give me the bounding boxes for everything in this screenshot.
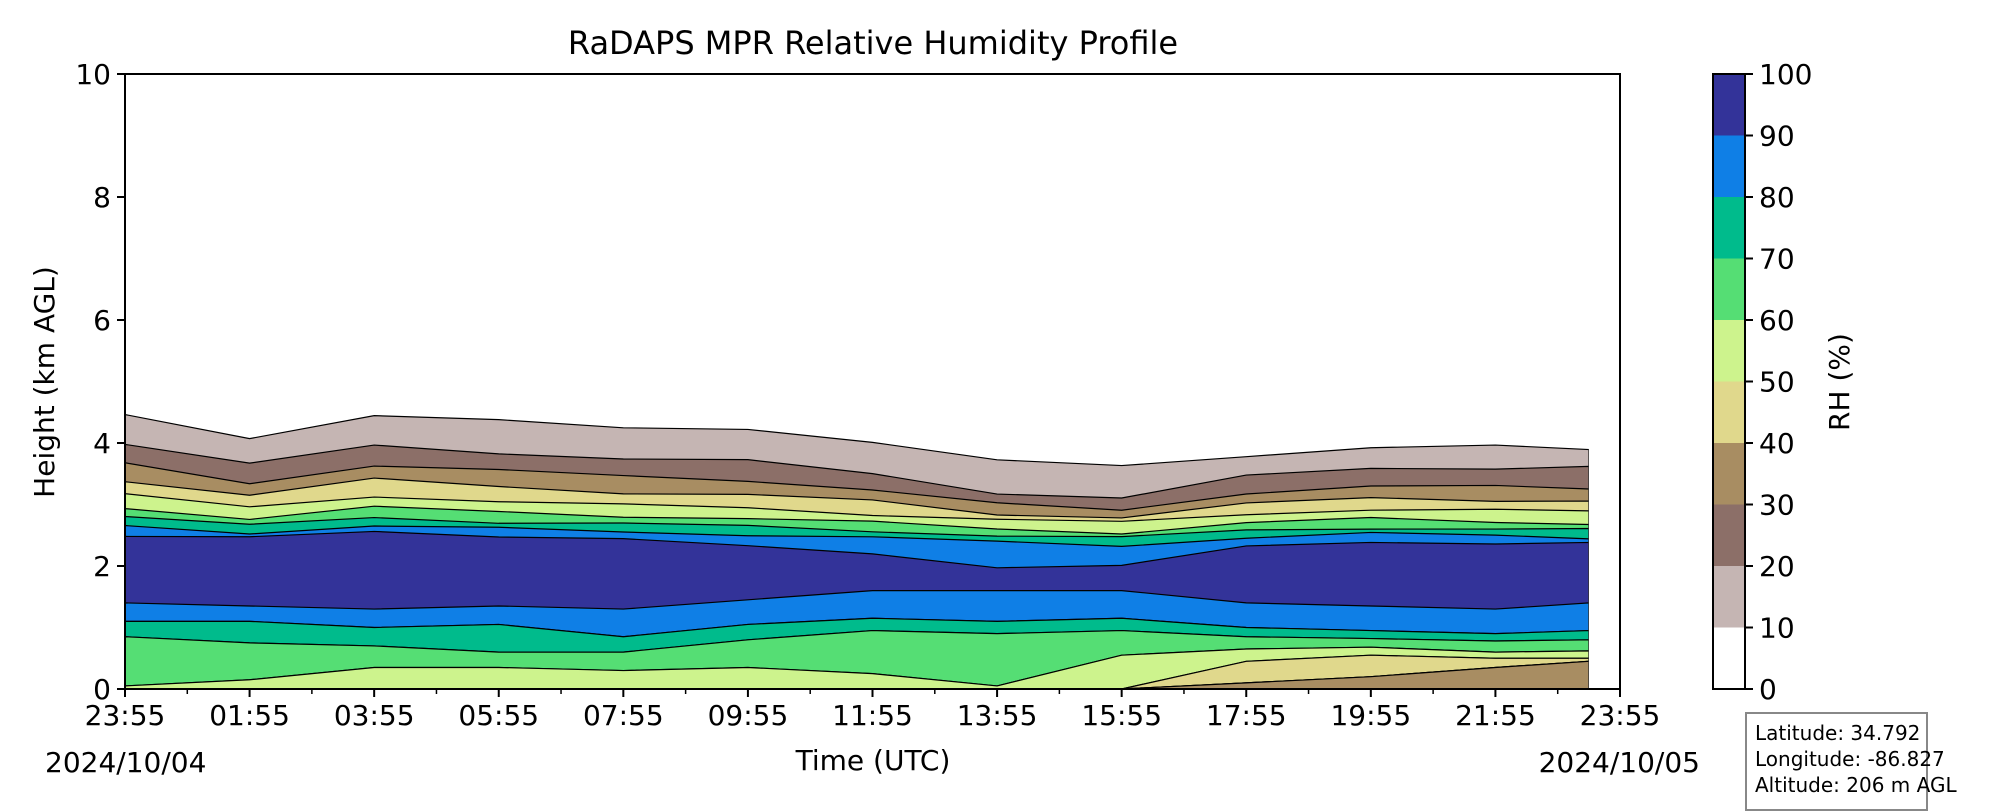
colorbar-tick-label: 100 [1759,58,1812,91]
altitude-text: Altitude: 206 m AGL [1755,773,1957,797]
x-tick-label: 15:55 [1081,699,1162,732]
colorbar-tick-label: 90 [1759,120,1795,153]
x-tick-label: 23:55 [1580,699,1661,732]
y-tick-label: 10 [75,58,111,91]
x-tick-label: 21:55 [1455,699,1536,732]
colorbar-tick-label: 50 [1759,366,1795,399]
y-tick-label: 2 [93,550,111,583]
colorbar-segment [1713,74,1745,136]
x-tick-label: 13:55 [957,699,1038,732]
x-axis: 23:55 01:55 03:55 05:55 07:55 09:55 11:55 13:55… [85,689,1661,732]
colorbar: 0 10 20 30 40 50 60 70 80 90 100 [1712,58,1812,706]
y-tick-label: 6 [93,304,111,337]
x-tick-label: 19:55 [1330,699,1411,732]
x-tick-label: 17:55 [1206,699,1287,732]
x-tick-label: 07:55 [583,699,664,732]
colorbar-segment [1713,627,1745,689]
no-data-gap [1588,74,1620,689]
colorbar-segment [1713,258,1745,320]
x-tick-label: 11:55 [832,699,913,732]
x-tick-label: 01:55 [209,699,290,732]
x-tick-label: 03:55 [334,699,415,732]
colorbar-segment [1713,504,1745,566]
colorbar-segment [1713,197,1745,259]
colorbar-tick-label: 70 [1759,243,1795,276]
longitude-text: Longitude: -86.827 [1755,747,1945,771]
colorbar-tick-label: 30 [1759,489,1795,522]
x-tick-label: 09:55 [708,699,789,732]
latitude-text: Latitude: 34.792 [1755,721,1921,745]
colorbar-tick-label: 60 [1759,304,1795,337]
x-tick-label: 05:55 [458,699,539,732]
y-tick-label: 0 [93,673,111,706]
contour-plot-area [124,74,1620,690]
colorbar-segment [1713,566,1745,628]
colorbar-segment [1713,381,1745,443]
y-axis: 0 2 4 6 8 10 [75,58,125,706]
chart-title: RaDAPS MPR Relative Humidity Profile [568,24,1178,62]
colorbar-segment [1713,443,1745,505]
y-axis-label: Height (km AGL) [28,266,61,498]
y-tick-label: 4 [93,427,111,460]
colorbar-tick-label: 10 [1759,612,1795,645]
end-date-label: 2024/10/05 [1539,746,1700,779]
start-date-label: 2024/10/04 [45,746,206,779]
x-tick-label: 23:55 [85,699,166,732]
colorbar-tick-label: 20 [1759,550,1795,583]
colorbar-tick-label: 80 [1759,181,1795,214]
colorbar-label: RH (%) [1823,333,1856,431]
colorbar-segment [1713,320,1745,382]
x-axis-label: Time (UTC) [795,744,951,777]
colorbar-tick-label: 40 [1759,427,1795,460]
colorbar-segment [1713,135,1745,197]
site-info-box: Latitude: 34.792 Longitude: -86.827 Alti… [1745,712,1957,811]
colorbar-tick-label: 0 [1759,673,1777,706]
y-tick-label: 8 [93,181,111,214]
